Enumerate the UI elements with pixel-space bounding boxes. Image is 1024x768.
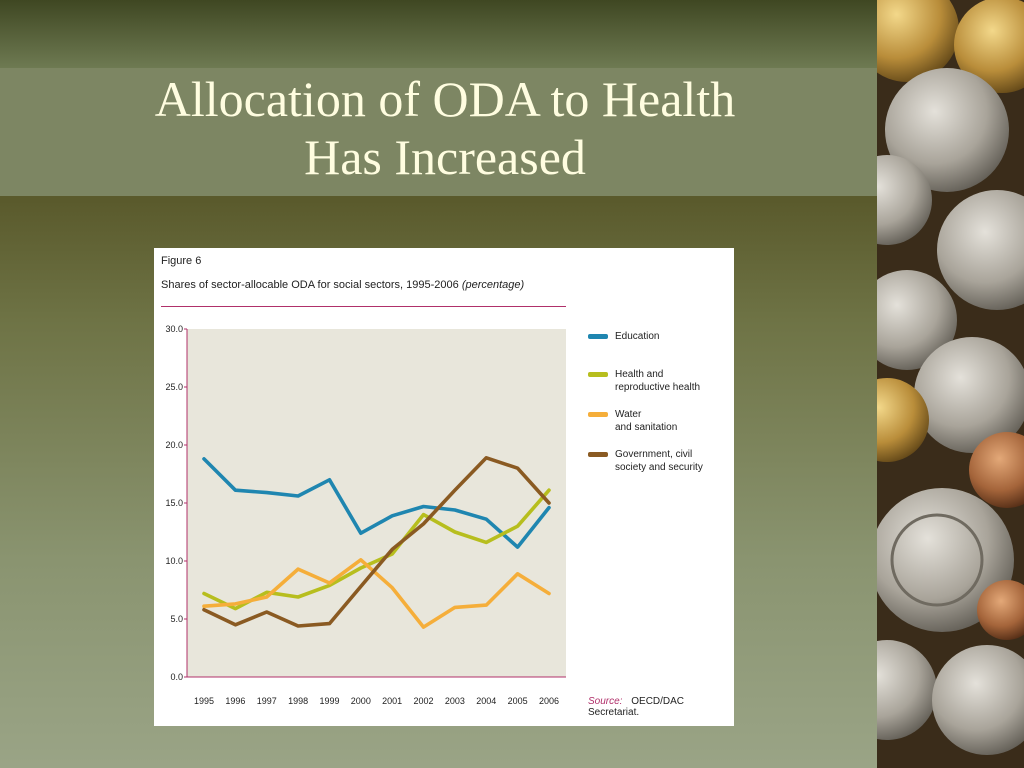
x-tick-label: 1996 [225, 696, 245, 706]
slide-title-line-1: Allocation of ODA to Health [154, 71, 736, 127]
chart-series [202, 456, 551, 629]
chart-figure: Figure 6 Shares of sector-allocable ODA … [154, 248, 734, 726]
y-tick-label: 20.0 [165, 440, 183, 450]
x-tick-label: 2005 [508, 696, 528, 706]
legend-label: Government, civil [615, 449, 693, 460]
x-tick-label: 2006 [539, 696, 559, 706]
line-chart: 0.0 5.0 10.0 15.0 20.0 25.0 30.0 1995 1996 1997 19… [165, 324, 566, 706]
x-tick-label: 1997 [257, 696, 277, 706]
legend-label: Education [615, 331, 660, 342]
figure-title-text: Shares of sector-allocable ODA for socia… [161, 279, 459, 291]
x-tick-label: 2004 [476, 696, 496, 706]
x-tick-label: 2000 [351, 696, 371, 706]
x-tick-label: 1999 [319, 696, 339, 706]
chart-legend: Education Health and reproductive health Wa… [588, 330, 728, 488]
coins-illustration [877, 0, 1024, 768]
slide-title-line-2: Has Increased [304, 129, 586, 185]
legend-item-2: Water and sanitation [588, 408, 728, 434]
legend-label: Water [615, 409, 642, 420]
series-line-2 [202, 557, 551, 629]
legend-item-1: Health and reproductive health [588, 368, 728, 394]
legend-swatch [588, 372, 608, 377]
legend-label: society and security [615, 462, 703, 473]
figure-title-unit: (percentage) [461, 279, 525, 291]
x-tick-label: 2001 [382, 696, 402, 706]
x-tick-label: 1995 [194, 696, 214, 706]
y-tick-label: 5.0 [170, 614, 183, 624]
x-tick-label: 2003 [445, 696, 465, 706]
legend-label: reproductive health [615, 382, 701, 393]
top-band [0, 0, 877, 68]
legend-item-3: Government, civil society and security [588, 448, 728, 474]
legend-label: and sanitation [615, 422, 678, 433]
series-line-3 [202, 456, 551, 628]
series-line-1 [202, 488, 551, 611]
slide-title: Allocation of ODA to Health Has Increase… [0, 70, 890, 186]
y-tick-label: 30.0 [165, 324, 183, 334]
x-tick-label: 1998 [288, 696, 308, 706]
legend-swatch [588, 452, 608, 457]
figure-label: Figure 6 [161, 255, 202, 267]
plot-area [187, 329, 566, 677]
legend-item-0: Education [588, 330, 728, 354]
legend-swatch [588, 412, 608, 417]
y-tick-label: 10.0 [165, 556, 183, 566]
figure-title-rule [161, 306, 566, 307]
legend-label: Health and [615, 369, 664, 380]
series-line-0 [202, 457, 551, 549]
coins-photo [877, 0, 1024, 768]
y-tick-label: 0.0 [170, 672, 183, 682]
chart-axes: 0.0 5.0 10.0 15.0 20.0 25.0 30.0 1995 1996 1997 19… [165, 324, 566, 706]
source-note: Source: OECD/DAC Secretariat. [588, 696, 734, 718]
source-value: OECD/DAC Secretariat. [588, 696, 685, 718]
y-tick-label: 25.0 [165, 382, 183, 392]
title-band [0, 68, 877, 196]
figure-title: Shares of sector-allocable ODA for socia… [161, 279, 524, 291]
x-tick-label: 2002 [414, 696, 434, 706]
legend-swatch [588, 334, 608, 339]
y-tick-label: 15.0 [165, 498, 183, 508]
source-key: Source: [588, 696, 623, 707]
